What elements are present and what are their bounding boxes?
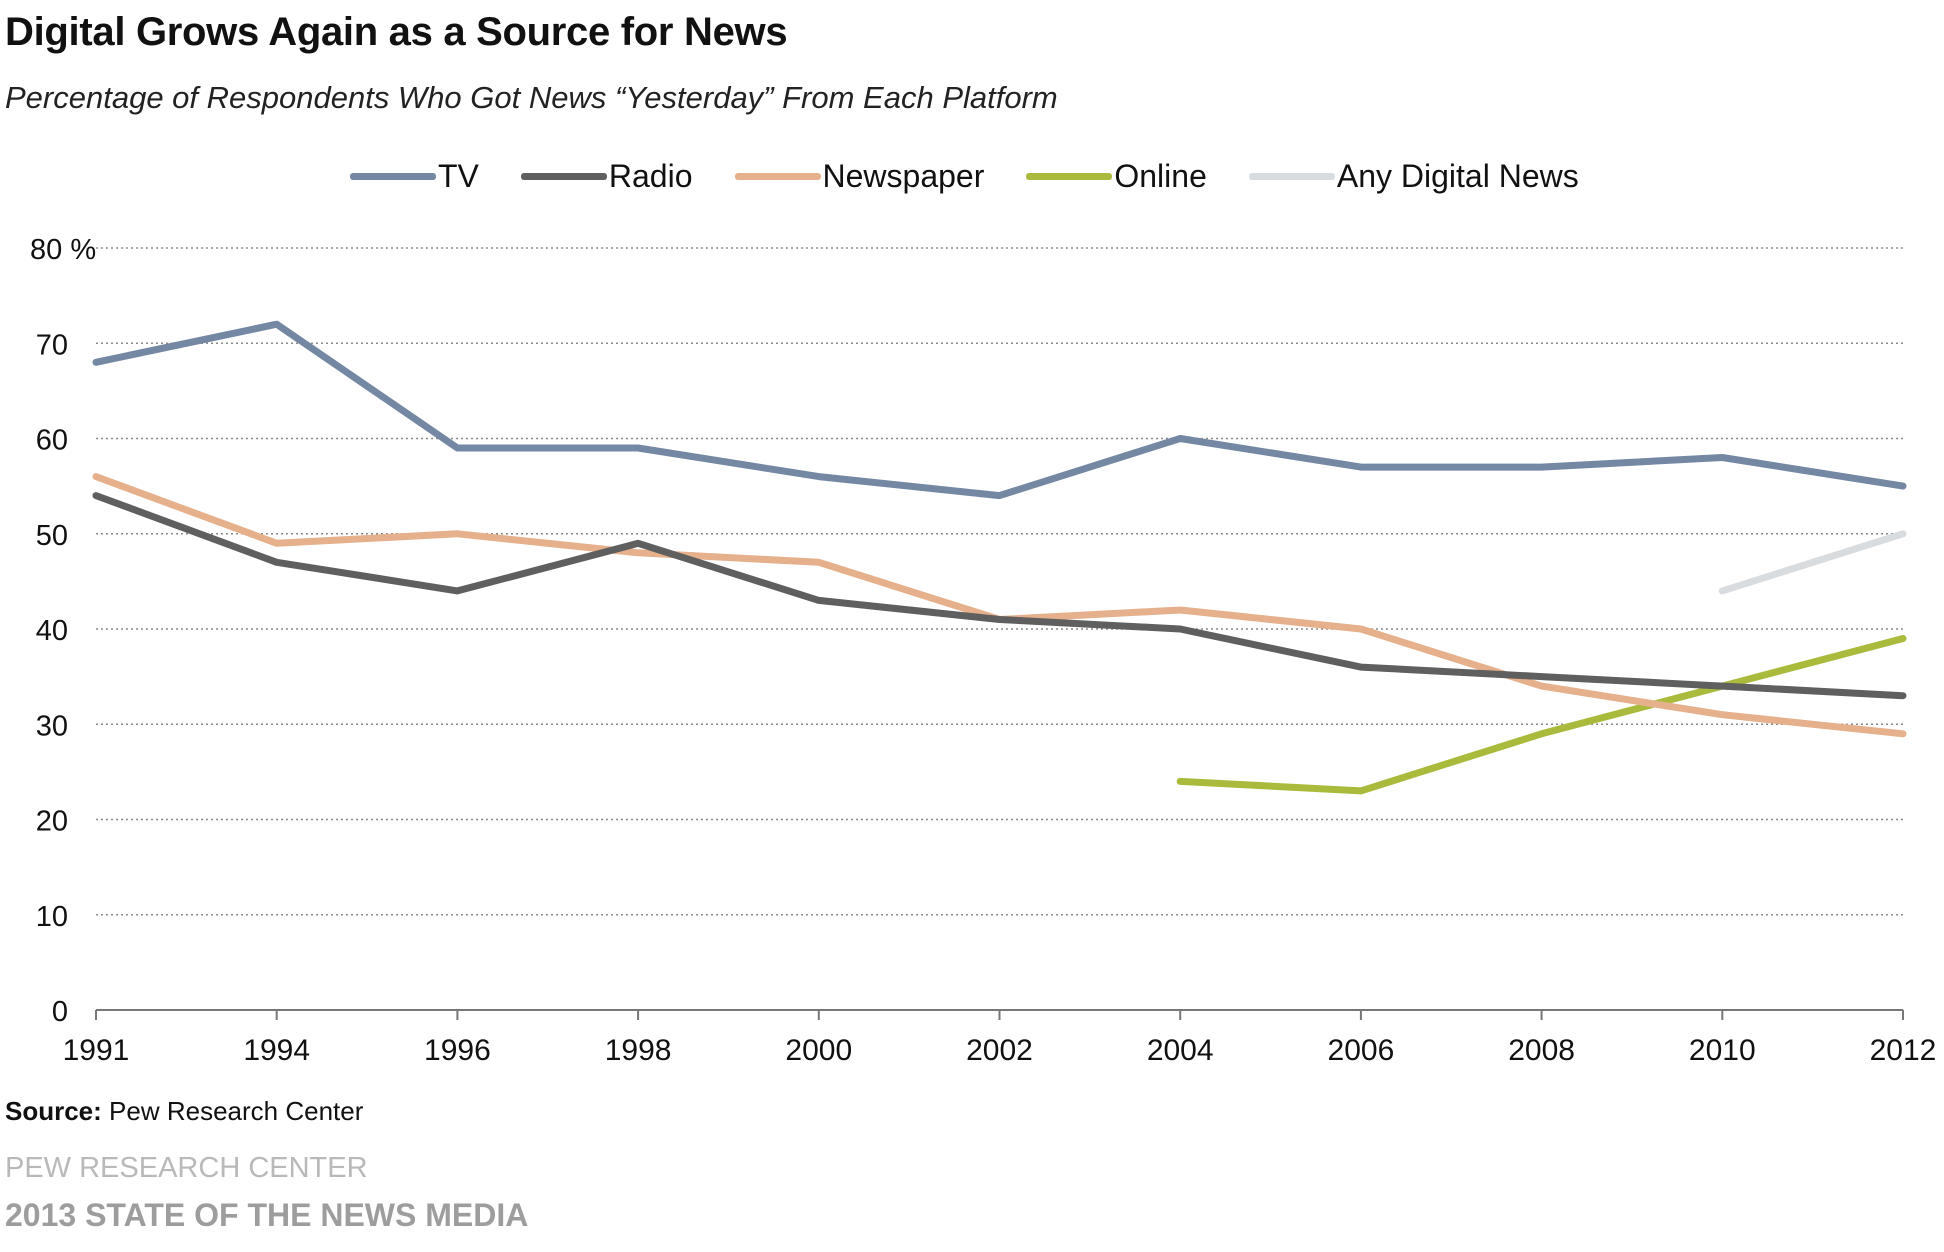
organization-name: PEW RESEARCH CENTER xyxy=(5,1152,368,1184)
data-point-radio xyxy=(95,494,97,497)
report-name: 2013 STATE OF THE NEWS MEDIA xyxy=(5,1197,529,1233)
data-point-tv xyxy=(1721,456,1724,459)
series-line-online xyxy=(1176,635,1907,795)
legend-swatch-any-digital-news xyxy=(1248,173,1335,180)
series-line-any-digital-news xyxy=(1718,530,1907,595)
data-point-radio xyxy=(637,542,640,545)
legend-label-tv: TV xyxy=(438,158,479,194)
data-point-radio xyxy=(275,561,278,564)
data-point-tv xyxy=(1540,466,1543,469)
x-tick-label: 2006 xyxy=(1328,1034,1395,1067)
series-line-tv xyxy=(92,320,1907,500)
y-tick-label: 70 xyxy=(36,329,68,361)
x-tick-label: 1991 xyxy=(63,1034,130,1067)
data-point-radio xyxy=(1902,694,1904,697)
series-line-radio xyxy=(92,492,1907,700)
data-point-tv xyxy=(456,447,459,450)
data-point-online xyxy=(1359,789,1362,792)
data-point-newspaper xyxy=(1179,608,1182,611)
data-point-any-digital-news xyxy=(1721,589,1724,592)
data-point-online xyxy=(1902,637,1904,640)
legend-item-newspaper: Newspaper xyxy=(734,158,985,195)
legend-swatch-online xyxy=(1026,173,1113,180)
series-line-newspaper xyxy=(92,473,1907,738)
x-tick-label: 2002 xyxy=(966,1034,1033,1067)
data-point-newspaper xyxy=(1902,732,1904,735)
x-tick-label: 2010 xyxy=(1689,1034,1756,1067)
source-value: Pew Research Center xyxy=(109,1096,364,1126)
data-point-tv xyxy=(95,361,97,364)
x-tick-label: 1994 xyxy=(243,1034,310,1067)
data-point-tv xyxy=(275,323,278,326)
data-point-tv xyxy=(1359,466,1362,469)
y-tick-label: 0 xyxy=(52,996,68,1028)
legend-swatch-tv xyxy=(350,173,436,180)
legend-item-tv: TV xyxy=(350,158,479,195)
data-point-tv xyxy=(998,494,1001,497)
legend-item-any-digital-news: Any Digital News xyxy=(1248,158,1579,195)
data-point-radio xyxy=(817,599,820,602)
legend-label-any-digital-news: Any Digital News xyxy=(1336,158,1579,194)
x-tick-label: 1996 xyxy=(424,1034,491,1067)
legend: TV Radio Newspaper Online Any Digital Ne… xyxy=(350,158,1621,195)
data-point-any-digital-news xyxy=(1902,532,1904,535)
data-point-tv xyxy=(817,475,820,478)
y-tick-label: 30 xyxy=(36,710,68,742)
x-tick-label: 2012 xyxy=(1870,1034,1937,1067)
data-point-newspaper xyxy=(456,532,459,535)
data-point-radio xyxy=(998,618,1001,621)
data-point-tv xyxy=(637,447,640,450)
data-point-tv xyxy=(1179,437,1182,440)
source-label: Source: xyxy=(5,1096,102,1126)
data-point-tv xyxy=(1902,485,1904,488)
data-point-radio xyxy=(456,589,459,592)
y-tick-label: 10 xyxy=(36,901,68,933)
x-tick-label: 2008 xyxy=(1508,1034,1575,1067)
legend-label-radio: Radio xyxy=(608,158,693,194)
chart-subtitle: Percentage of Respondents Who Got News “… xyxy=(5,80,1058,115)
x-tick-label: 2000 xyxy=(785,1034,852,1067)
legend-swatch-newspaper xyxy=(734,173,821,180)
legend-label-newspaper: Newspaper xyxy=(822,158,985,194)
data-point-radio xyxy=(1179,628,1182,630)
data-point-newspaper xyxy=(637,551,640,554)
data-point-newspaper xyxy=(95,475,97,478)
data-point-radio xyxy=(1540,675,1543,678)
data-point-newspaper xyxy=(1359,628,1362,630)
legend-item-online: Online xyxy=(1026,158,1207,195)
y-tick-label: 40 xyxy=(36,615,68,647)
y-tick-label: 80 % xyxy=(30,234,96,266)
y-tick-label: 20 xyxy=(36,806,68,838)
legend-item-radio: Radio xyxy=(520,158,693,195)
x-tick-label: 1998 xyxy=(605,1034,672,1067)
data-point-newspaper xyxy=(817,561,820,564)
legend-label-online: Online xyxy=(1114,158,1207,194)
data-point-online xyxy=(1179,780,1182,783)
y-tick-label: 60 xyxy=(36,425,68,457)
data-point-radio xyxy=(1721,685,1724,688)
x-tick-label: 2004 xyxy=(1147,1034,1214,1067)
source-note: Source: Pew Research Center xyxy=(5,1096,363,1127)
data-point-online xyxy=(1540,732,1543,735)
data-point-radio xyxy=(1359,666,1362,669)
y-tick-label: 50 xyxy=(36,520,68,552)
data-point-newspaper xyxy=(275,542,278,545)
data-point-newspaper xyxy=(1721,713,1724,716)
legend-swatch-radio xyxy=(520,173,607,180)
chart-title: Digital Grows Again as a Source for News xyxy=(5,10,788,54)
data-point-newspaper xyxy=(1540,685,1543,688)
